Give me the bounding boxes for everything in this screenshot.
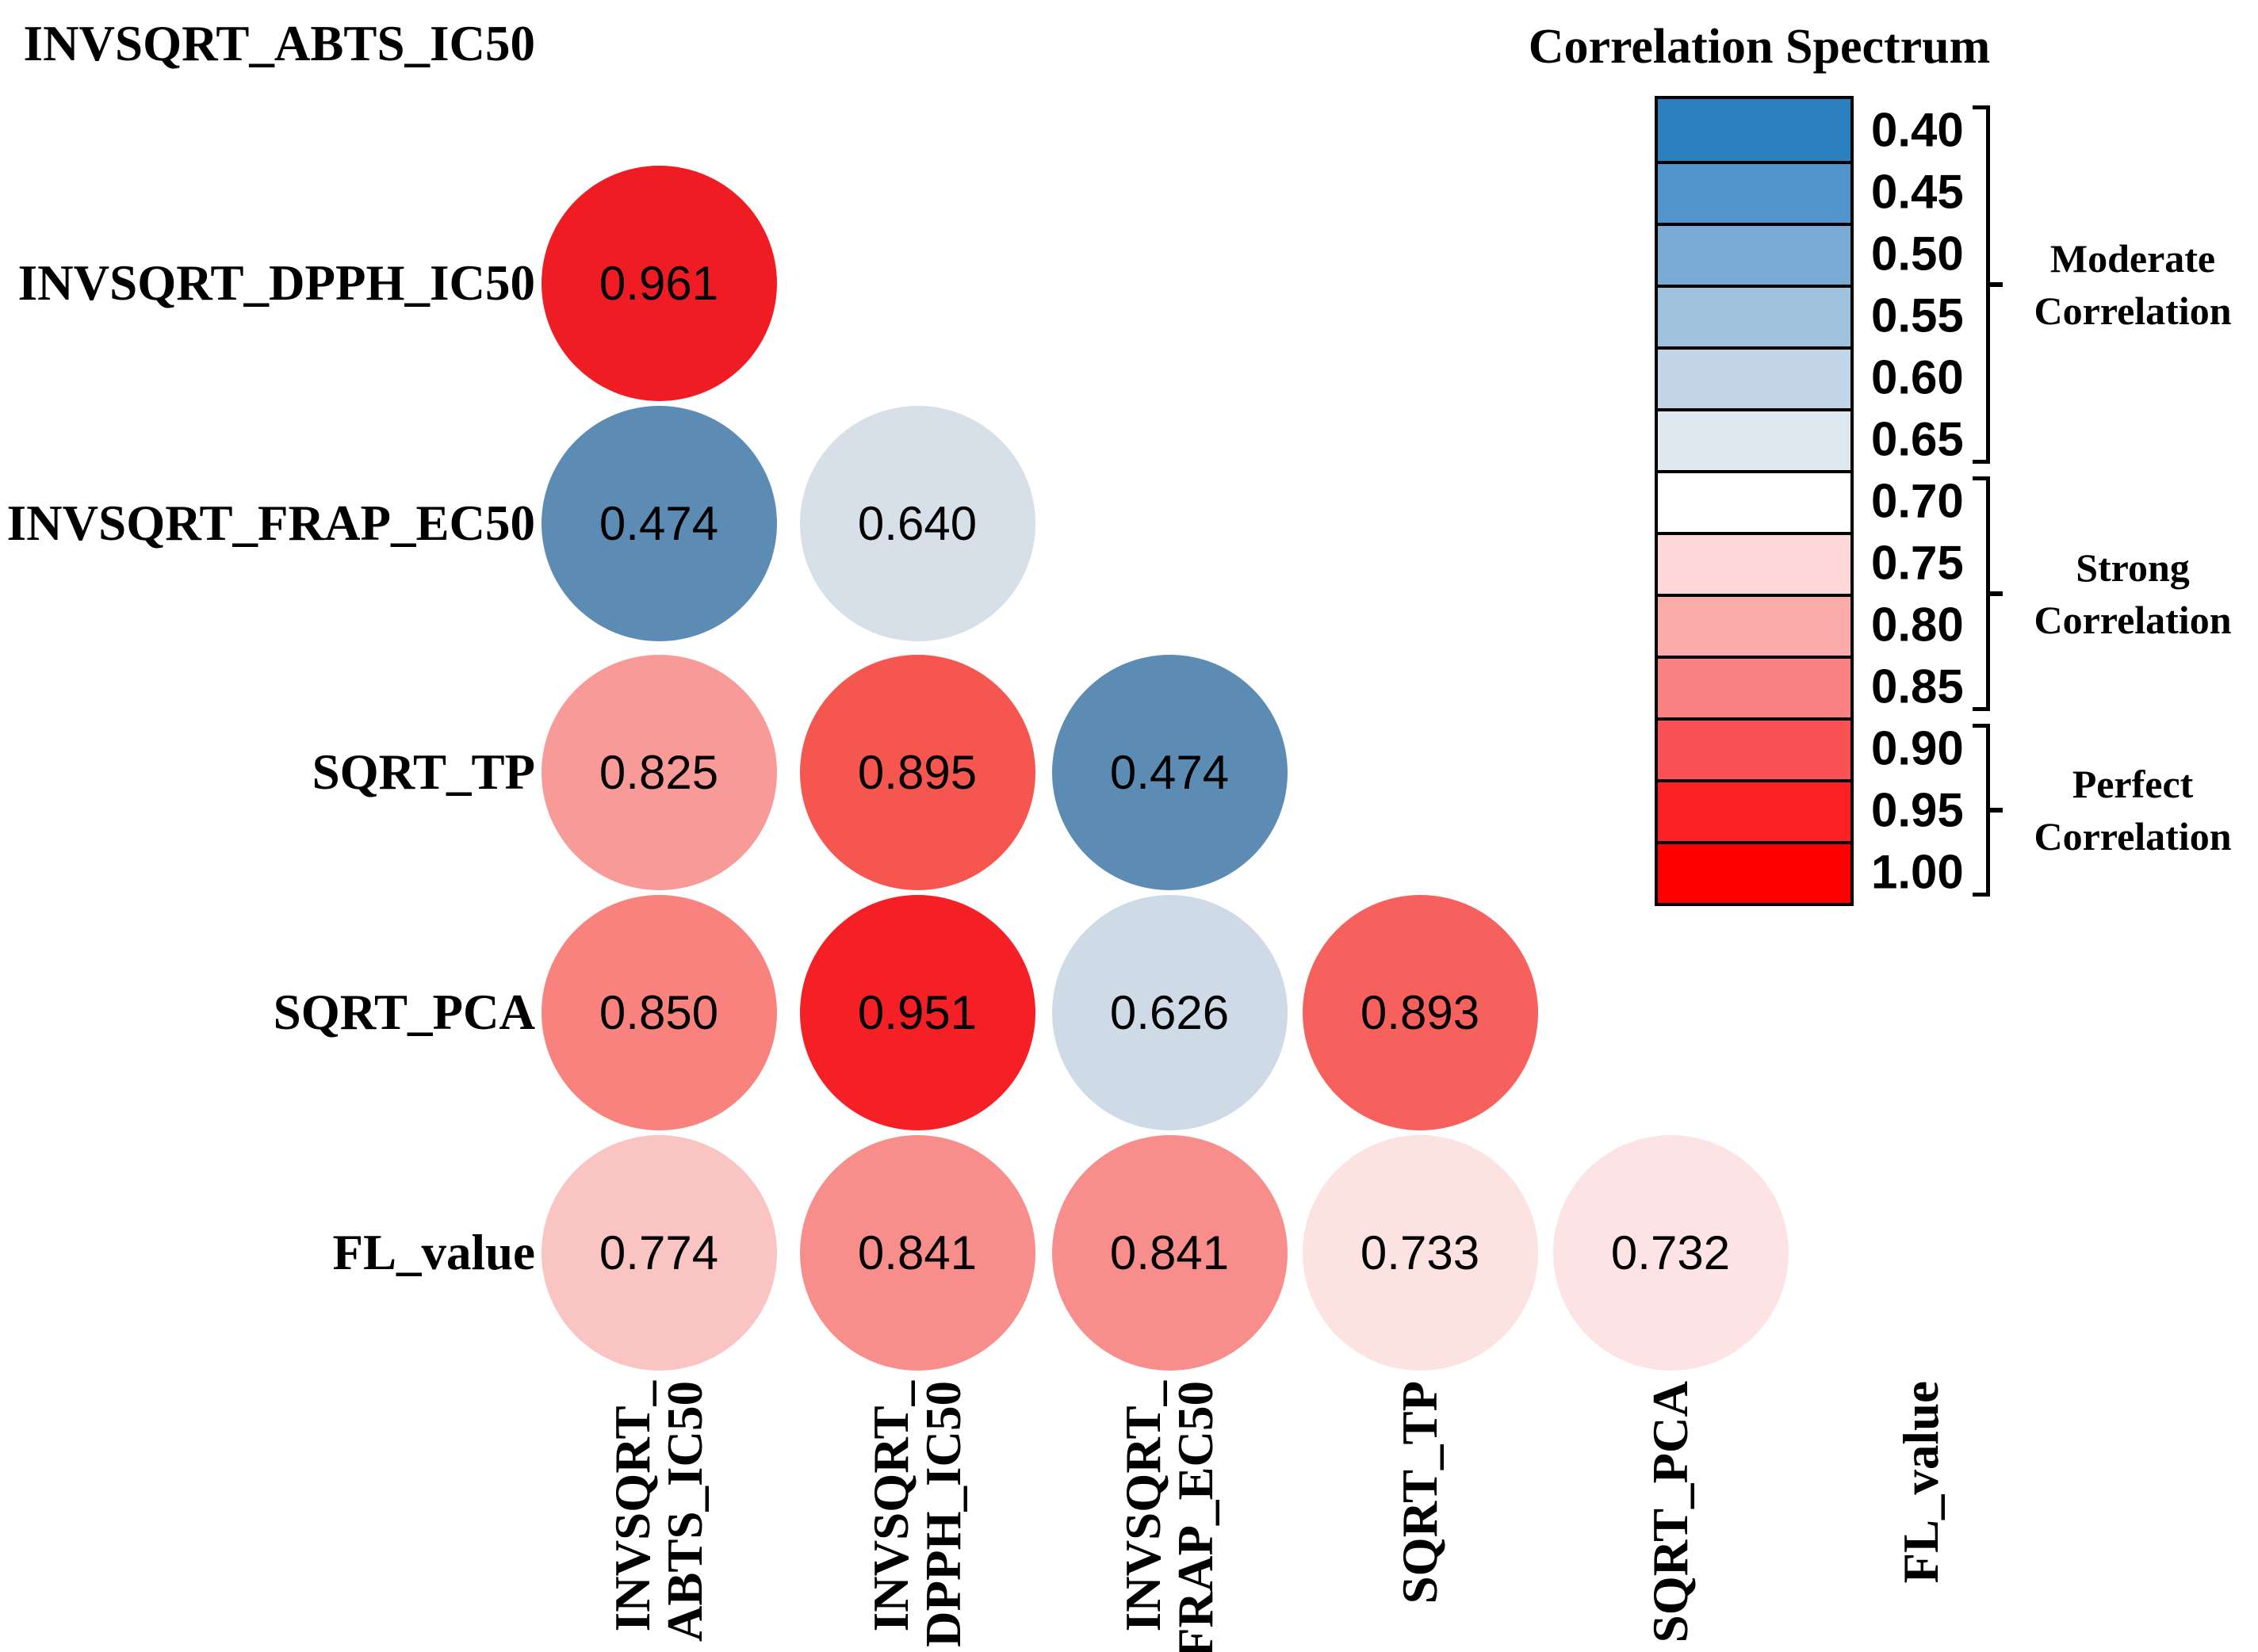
column-label-line: ABTS_IC50 [657,1381,713,1642]
correlation-circle: 0.640 [799,405,1035,641]
correlation-circle: 0.841 [799,1134,1035,1371]
column-label-line: INVSQRT_ [1116,1381,1171,1632]
legend-bracket-notch [1990,282,2003,287]
legend-color-box [1658,594,1850,656]
column-label-line: SQRT_TP [1392,1381,1448,1604]
legend-tick-label: 0.55 [1871,289,1964,342]
legend-tick-label: 0.90 [1871,721,1964,775]
legend-tick-label: 0.70 [1871,474,1964,528]
legend-tick-label: 0.60 [1871,350,1964,404]
legend-title: Correlation Spectrum [1528,20,1991,74]
legend-group-label-line: Strong [2076,545,2190,590]
column-label: INVSQRT_ FRAP_EC50 [1116,1381,1223,1652]
correlation-value: 0.850 [599,985,719,1039]
correlation-value: 0.774 [599,1226,719,1279]
column-label-line: INVSQRT_ [863,1381,919,1632]
row-label: INVSQRT_ABTS_IC50 [23,16,535,71]
legend-group-bracket [1973,105,1990,464]
legend-color-box [1658,161,1850,223]
correlation-circle: 0.626 [1051,894,1288,1130]
legend-color-box [1658,656,1850,717]
correlation-circle: 0.895 [799,654,1035,890]
legend-color-box [1658,532,1850,594]
legend-color-box [1658,470,1850,532]
column-label-line: FRAP_EC50 [1168,1381,1223,1652]
row-label: SQRT_TP [312,744,535,800]
legend-group-label-line: Perfect [2072,762,2194,806]
correlation-circle: 0.893 [1302,894,1538,1130]
legend-colorbar [1655,96,1854,906]
correlation-value: 0.640 [857,496,978,550]
correlation-value: 0.951 [857,985,978,1039]
legend-group-bracket [1973,476,1990,711]
legend-tick-label: 0.50 [1871,227,1964,281]
correlation-circle: 0.733 [1302,1134,1538,1371]
legend-group-label-line: Moderate [2049,236,2216,281]
correlation-circle: 0.474 [541,405,777,641]
row-label: FL_value [332,1225,535,1280]
legend-color-box [1658,99,1850,161]
legend-tick-label: 0.45 [1871,165,1964,219]
row-label: INVSQRT_FRAP_EC50 [6,495,535,551]
legend-group-label: Moderate Correlation [1998,232,2258,337]
correlation-value: 0.825 [599,745,719,799]
column-label: FL_value [1893,1381,1949,1584]
legend-color-box [1658,779,1850,841]
legend-bracket-notch [1990,808,2003,813]
correlation-circle: 0.850 [541,894,777,1130]
legend-group-label-line: Correlation [2034,814,2232,859]
correlation-value: 0.732 [1610,1226,1731,1279]
correlation-value: 0.841 [1109,1226,1230,1279]
column-label-line: FL_value [1893,1381,1949,1584]
legend-group-label: Strong Correlation [1998,541,2258,646]
column-label-line: INVSQRT_ [605,1381,660,1632]
legend-color-box [1658,717,1850,779]
correlation-circle: 0.961 [541,165,777,401]
correlation-circle: 0.951 [799,894,1035,1130]
correlation-value: 0.961 [599,256,719,310]
legend-tick-label: 0.40 [1871,103,1964,157]
legend-color-box [1658,841,1850,903]
legend-group-bracket [1973,724,1990,897]
correlation-value: 0.733 [1360,1226,1480,1279]
legend-tick-label: 1.00 [1871,845,1964,899]
legend-tick-label: 0.95 [1871,783,1964,837]
correlation-value: 0.474 [1109,745,1230,799]
legend-color-box [1658,285,1850,346]
correlation-circle: 0.825 [541,654,777,890]
correlation-circle: 0.474 [1051,654,1288,890]
column-label: INVSQRT_ ABTS_IC50 [605,1381,713,1642]
correlation-value: 0.893 [1360,985,1480,1039]
row-label: SQRT_PCA [273,985,535,1040]
correlation-circle: 0.841 [1051,1134,1288,1371]
legend-tick-label: 0.75 [1871,536,1964,590]
correlation-circle: 0.774 [541,1134,777,1371]
column-label: SQRT_TP [1392,1381,1448,1604]
legend-group-label-line: Correlation [2034,598,2232,642]
legend-tick-label: 0.85 [1871,660,1964,713]
row-label: INVSQRT_DPPH_IC50 [17,255,535,311]
correlation-value: 0.474 [599,496,719,550]
correlation-circle: 0.732 [1552,1134,1789,1371]
legend-group-label: Perfect Correlation [1998,758,2258,862]
legend-color-box [1658,223,1850,285]
column-label: SQRT_PCA [1643,1381,1698,1643]
correlation-value: 0.841 [857,1226,978,1279]
correlation-value: 0.626 [1109,985,1230,1039]
legend-color-box [1658,408,1850,470]
column-label: INVSQRT_ DPPH_IC50 [863,1381,971,1647]
legend-group-label-line: Correlation [2034,289,2232,333]
legend-bracket-notch [1990,591,2003,596]
column-label-line: DPPH_IC50 [916,1381,971,1647]
column-label-line: SQRT_PCA [1643,1381,1698,1643]
legend-tick-label: 0.80 [1871,598,1964,652]
correlation-value: 0.895 [857,745,978,799]
legend-color-box [1658,346,1850,408]
legend-tick-label: 0.65 [1871,412,1964,466]
